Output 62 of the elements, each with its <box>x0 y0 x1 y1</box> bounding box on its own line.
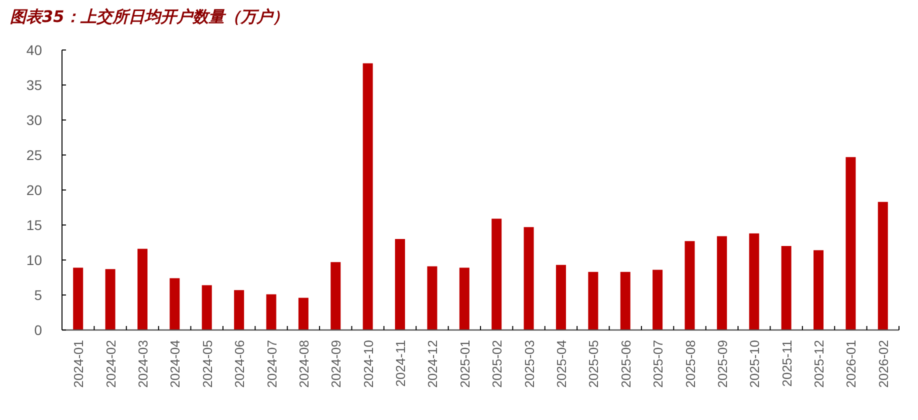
bar <box>878 202 888 330</box>
bar <box>170 278 180 330</box>
x-tick-label: 2025-10 <box>747 340 762 388</box>
y-tick-label: 35 <box>26 77 42 93</box>
x-tick-label: 2024-01 <box>71 340 86 388</box>
bar <box>202 285 212 330</box>
x-tick-label: 2024-11 <box>393 340 408 387</box>
y-tick-label: 0 <box>34 322 42 338</box>
y-tick-label: 20 <box>26 182 42 198</box>
x-tick-label: 2024-07 <box>264 340 280 388</box>
x-tick-label: 2024-08 <box>296 340 312 388</box>
chart-title: 图表35：上交所日均开户数量（万户） <box>10 7 288 26</box>
bar <box>459 268 470 330</box>
x-tick-label: 2025-02 <box>490 340 505 388</box>
x-tick-label: 2024-06 <box>232 340 248 388</box>
x-tick-label: 2026-02 <box>876 340 891 388</box>
y-tick-label: 15 <box>26 217 42 233</box>
x-tick-label: 2024-04 <box>168 340 183 388</box>
bar <box>620 272 630 330</box>
bar <box>814 250 824 330</box>
x-tick-label: 2024-03 <box>135 340 150 388</box>
x-tick-label: 2025-09 <box>714 340 730 388</box>
x-tick-label: 2025-12 <box>812 340 827 388</box>
x-tick-label: 2024-12 <box>425 340 440 388</box>
x-tick-label: 2025-05 <box>586 340 602 388</box>
x-tick-label: 2024-09 <box>328 340 344 388</box>
x-tick-label: 2024-10 <box>360 340 376 388</box>
bar <box>427 266 438 330</box>
bar <box>298 298 308 330</box>
y-tick-label: 30 <box>26 112 42 128</box>
bar <box>846 157 856 330</box>
bar <box>716 236 727 330</box>
bar <box>652 270 663 330</box>
bar <box>395 239 406 330</box>
bar <box>556 264 566 330</box>
x-tick-label: 2025-08 <box>682 340 698 388</box>
y-tick-label: 5 <box>34 287 42 303</box>
x-tick-label: 2025-03 <box>522 340 537 388</box>
y-tick-label: 40 <box>26 42 42 58</box>
x-tick-label: 2025-07 <box>650 340 666 388</box>
x-tick-label: 2026-01 <box>844 340 859 388</box>
bar <box>234 290 244 330</box>
x-tick-label: 2025-06 <box>618 340 634 388</box>
x-tick-label: 2024-02 <box>103 340 118 388</box>
bar <box>105 269 116 330</box>
bar <box>137 248 148 330</box>
x-tick-label: 2024-05 <box>200 340 215 388</box>
bar <box>524 227 534 330</box>
bar <box>330 262 341 330</box>
x-tick-label: 2025-04 <box>554 340 569 388</box>
x-tick-label: 2025-01 <box>457 340 472 388</box>
y-tick-label: 10 <box>26 252 42 268</box>
bar <box>266 294 276 330</box>
bar <box>684 241 695 330</box>
bar <box>781 246 792 330</box>
bar <box>588 272 598 330</box>
y-tick-label: 25 <box>26 147 42 163</box>
x-tick-label: 2025-11 <box>779 340 794 387</box>
bar <box>362 63 373 330</box>
bar <box>749 233 760 330</box>
bar <box>492 218 502 330</box>
bar <box>73 268 84 330</box>
